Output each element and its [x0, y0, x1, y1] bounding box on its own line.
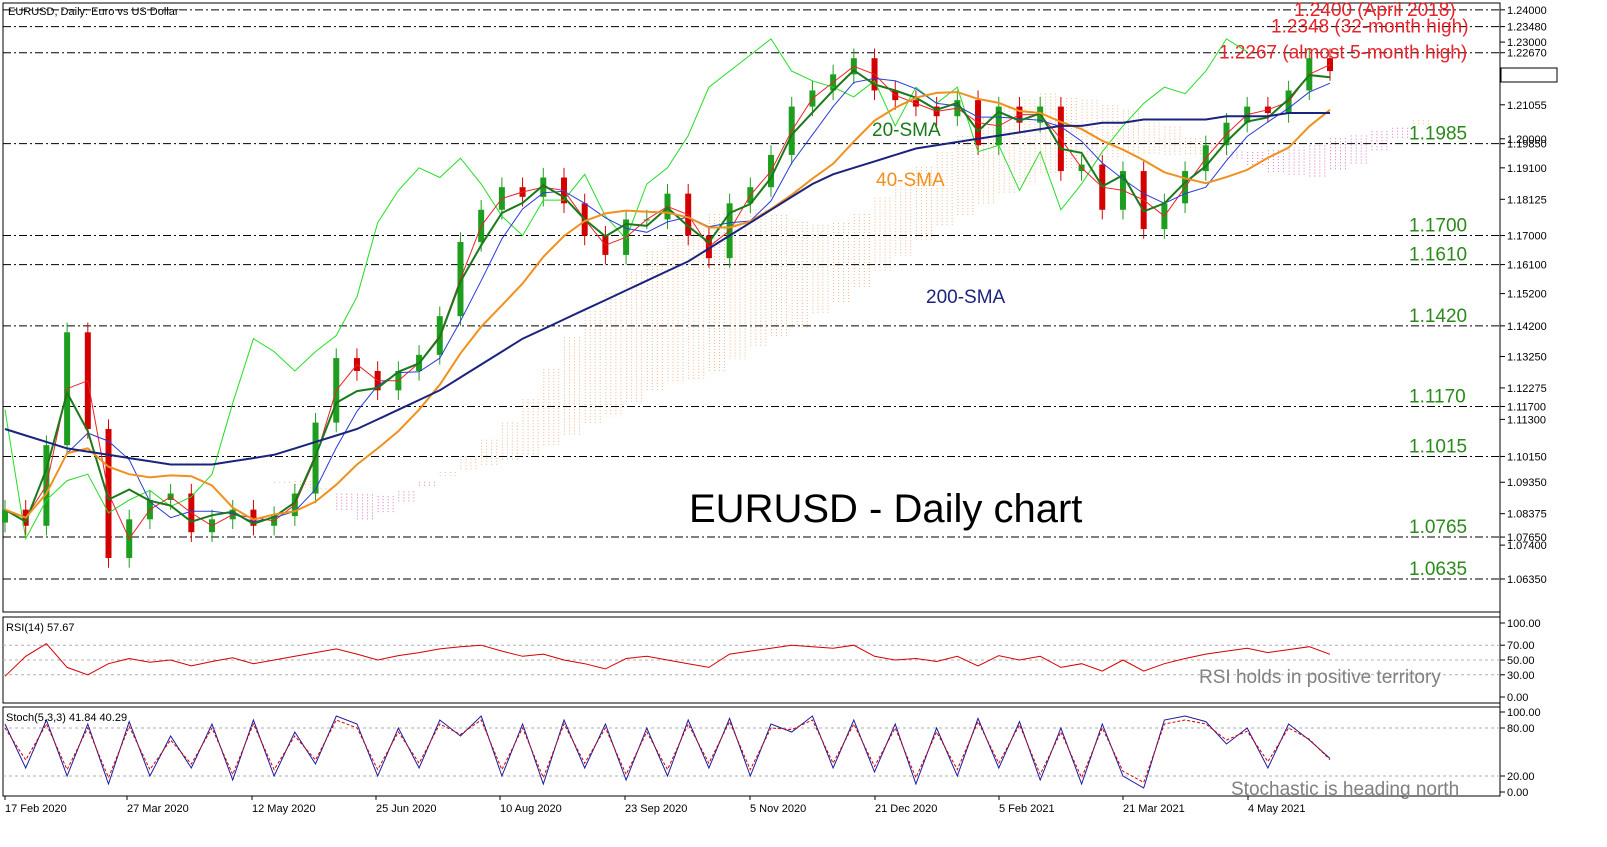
stoch-axis-tick-label: 20.00 [1507, 771, 1535, 783]
sma20-line [4, 69, 1331, 525]
kijun-sen-line [4, 77, 1331, 523]
price-axis-tick-label: 1.16100 [1507, 260, 1547, 272]
price-axis-tick-label: 1.08375 [1507, 509, 1547, 521]
price-axis-tick-label: 1.19100 [1507, 163, 1547, 175]
level-label-green: 1.1985 [1409, 124, 1467, 145]
rsi-line [4, 643, 1331, 677]
sma200-line [4, 112, 1330, 466]
stoch-axis-tick-label: 0.00 [1507, 787, 1528, 799]
main-chart-header: EURUSD, Daily: Euro vs US Dollar [8, 6, 179, 18]
level-label-green: 1.1170 [1409, 386, 1466, 407]
rsi-axis-tick-label: 70.00 [1507, 640, 1535, 652]
stoch-panel-header: Stoch(5,3,3) 41.84 40.29 [6, 712, 127, 724]
time-axis-tick-label: 27 Mar 2020 [127, 803, 189, 815]
price-axis-tick-label: 1.12275 [1507, 383, 1547, 395]
price-axis-tick-label: 1.07400 [1507, 540, 1547, 552]
time-axis-tick-label: 10 Aug 2020 [500, 803, 562, 815]
rsi-axis-tick-label: 30.00 [1507, 670, 1535, 682]
time-axis-tick-label: 21 Dec 2020 [875, 803, 937, 815]
price-axis-tick-label: 1.11700 [1507, 401, 1546, 413]
level-label-green: 1.0765 [1409, 517, 1467, 538]
price-axis-tick-label: 1.23480 [1507, 22, 1547, 34]
last-price-box [1500, 67, 1558, 83]
level-label-green: 1.0635 [1409, 559, 1467, 580]
price-axis-tick-label: 1.15200 [1507, 289, 1547, 301]
price-axis-tick-label: 1.20000 [1507, 134, 1547, 146]
sma40-line [4, 91, 1331, 521]
price-axis-tick-label: 1.17000 [1507, 231, 1547, 243]
level-label-green: 1.1610 [1409, 245, 1467, 266]
ichimoku-cloud-layer [274, 93, 1429, 520]
price-axis-layer: 1.240001.234801.230001.226701.219791.210… [1500, 5, 1558, 586]
rsi-axis-tick-label: 50.00 [1507, 655, 1535, 667]
chart-watermark-title: EURUSD - Daily chart [689, 487, 1082, 531]
indicator-lines-layer [4, 38, 1331, 541]
price-axis-tick-label: 1.06350 [1507, 574, 1547, 586]
price-axis-tick-label: 1.24000 [1507, 5, 1547, 17]
price-axis-tick-label: 1.14200 [1507, 321, 1547, 333]
stoch-note: Stochastic is heading north [1231, 779, 1459, 800]
rsi-panel-header: RSI(14) 57.67 [6, 622, 74, 634]
candle-body [2, 509, 8, 523]
sma200-label: 200-SMA [926, 287, 1006, 308]
time-axis-tick-label: 4 May 2021 [1248, 803, 1305, 815]
stoch-axis-tick-label: 100.00 [1507, 707, 1541, 719]
level-label-green: 1.1015 [1409, 436, 1467, 457]
candle-body [1327, 58, 1333, 72]
level-label-red: 1.2267 (almost 5-month high) [1219, 43, 1467, 64]
time-axis-layer: 17 Feb 2020 27 Mar 2020 12 May 2020 25 Jun … [4, 796, 1305, 815]
stoch-signal-line [4, 719, 1331, 784]
price-axis-tick-label: 1.18125 [1507, 194, 1547, 206]
stoch-layer: 100.00 80.00 20.00 0.00 [3, 707, 1541, 799]
level-label-red: 1.2400 (April 2018) [1294, 0, 1456, 21]
level-label-green: 1.1420 [1409, 306, 1467, 327]
stoch-main-line [4, 715, 1331, 789]
price-axis-tick-label: 1.07650 [1507, 532, 1547, 544]
time-axis-tick-label: 12 May 2020 [252, 803, 316, 815]
stoch-axis-tick-label: 80.00 [1507, 723, 1535, 735]
price-axis-tick-label: 1.23000 [1507, 37, 1547, 49]
rsi-note: RSI holds in positive territory [1199, 667, 1441, 688]
price-axis-tick-label: 1.22670 [1507, 48, 1547, 60]
time-axis-tick-label: 5 Nov 2020 [750, 803, 806, 815]
price-axis-tick-label: 1.09350 [1507, 477, 1547, 489]
price-axis-tick-label: 1.19850 [1507, 139, 1547, 151]
price-axis-tick-label: 1.11300 [1507, 414, 1546, 426]
tenkan-sen-line [4, 64, 1331, 540]
horizontal-levels-layer: 1.1985 1.1700 1.1610 1.1420 1.1170 1.1015 1.07… [3, 0, 1500, 580]
chikou-span-line [4, 38, 1248, 541]
level-label-red: 1.2348 (32-month high) [1271, 17, 1469, 38]
rsi-axis-tick-label: 0.00 [1507, 692, 1528, 704]
time-axis-tick-label: 21 Mar 2021 [1123, 803, 1185, 815]
price-axis-tick-label: 1.21055 [1507, 100, 1547, 112]
rsi-axis-tick-label: 100.00 [1507, 618, 1541, 630]
time-axis-tick-label: 5 Feb 2021 [999, 803, 1055, 815]
rsi-layer: 100.00 70.00 50.00 30.00 0.00 [3, 618, 1541, 704]
level-label-green: 1.1700 [1409, 216, 1467, 237]
time-axis-tick-label: 17 Feb 2020 [5, 803, 67, 815]
sma40-label: 40-SMA [876, 170, 945, 191]
time-axis-tick-label: 25 Jun 2020 [376, 803, 437, 815]
time-axis-tick-label: 23 Sep 2020 [625, 803, 687, 815]
sma20-label: 20-SMA [872, 120, 941, 141]
price-axis-tick-label: 1.10150 [1507, 451, 1547, 463]
price-axis-tick-label: 1.13250 [1507, 351, 1547, 363]
